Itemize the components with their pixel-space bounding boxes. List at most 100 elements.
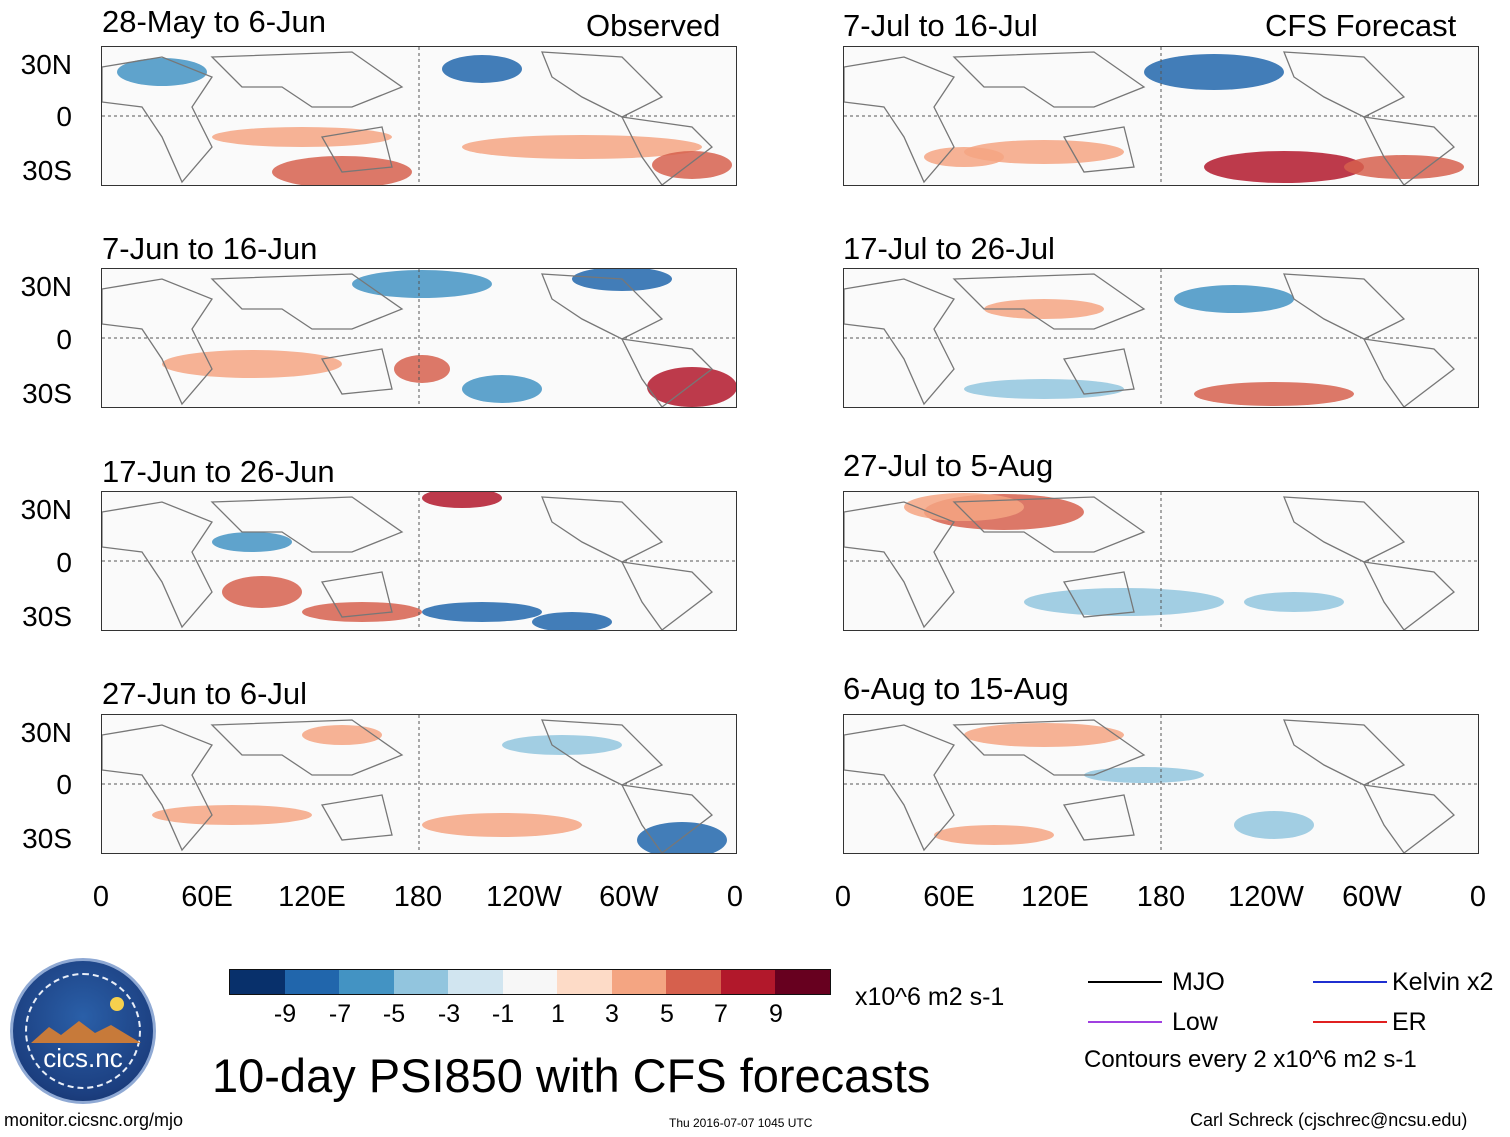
continent-outline [1362, 338, 1455, 407]
lat-label: 30N [20, 717, 72, 748]
map-panel-7 [843, 491, 1479, 631]
lon-label: 60W [599, 881, 659, 913]
anomaly-blob [647, 367, 736, 407]
colorbar-tick: 1 [551, 1000, 565, 1028]
anomaly-blob [1234, 811, 1314, 839]
footer-url: monitor.cicsnc.org/mjo [4, 1110, 184, 1130]
map-panel-1 [101, 46, 737, 186]
panel-title: 6-Aug to 15-Aug [843, 671, 1069, 706]
continent-outline [620, 561, 713, 630]
panel-title: 17-Jun to 26-Jun [102, 454, 335, 489]
continent-outline [952, 273, 1146, 330]
lon-label: 0 [92, 881, 110, 913]
lat-label: 30N [20, 494, 72, 525]
forecast-tag: CFS Forecast [1265, 8, 1457, 43]
colorbar-tick: 9 [769, 1000, 783, 1028]
continent-outline [210, 51, 404, 108]
anomaly-blob [1174, 285, 1294, 313]
anomaly-blob [1204, 151, 1364, 183]
continent-outline [1362, 561, 1455, 630]
anomaly-blob [934, 825, 1054, 845]
continent-outline [541, 496, 664, 563]
continent-outline [844, 278, 955, 406]
panel-title: 7-Jun to 16-Jun [102, 231, 318, 266]
colorbar-tick: 5 [660, 1000, 674, 1028]
continent-outline [210, 273, 404, 330]
anomaly-blob [1344, 155, 1464, 179]
continent-outline [1283, 719, 1406, 786]
continent-outline [320, 571, 393, 618]
legend-label-kelvin: Kelvin x2 [1392, 968, 1494, 996]
anomaly-blob [352, 270, 492, 298]
lat-label: 30N [20, 49, 72, 80]
colorbar-tick: -1 [491, 1000, 515, 1028]
lon-label: 120W [486, 881, 562, 913]
anomaly-blob [152, 805, 312, 825]
anomaly-blob [422, 813, 582, 837]
logo-text: cics.nc [43, 1043, 123, 1073]
lat-label: 0 [56, 101, 72, 132]
anomaly-blob [964, 140, 1124, 164]
continent-outline [102, 56, 213, 184]
continent-outline [320, 794, 393, 841]
anomaly-blob [422, 492, 502, 508]
colorbar-cell [230, 970, 285, 994]
anomaly-blob [1144, 54, 1284, 90]
continent-outline [844, 56, 955, 184]
colorbar-cell [502, 970, 557, 994]
anomaly-blob [904, 493, 1024, 521]
anomaly-blob [532, 612, 612, 630]
map-panel-4 [101, 714, 737, 854]
continent-outline [1062, 126, 1135, 173]
anomaly-blob [1084, 767, 1204, 783]
anomaly-blob [964, 723, 1124, 747]
anomaly-blob [984, 299, 1104, 319]
footer-timestamp: Thu 2016-07-07 1045 UTC [669, 1116, 813, 1130]
colorbar-tick: 3 [605, 1000, 619, 1028]
colorbar-cell [775, 970, 830, 994]
lon-label: 120W [1228, 881, 1304, 913]
legend-label-er: ER [1392, 1008, 1427, 1036]
continent-outline [620, 338, 713, 407]
continent-outline [1283, 496, 1406, 563]
anomaly-field [102, 492, 736, 630]
anomaly-blob [442, 55, 522, 83]
anomaly-blob [272, 156, 412, 185]
legend-label-mjo: MJO [1172, 968, 1225, 996]
anomaly-blob [924, 147, 1004, 167]
anomaly-field [844, 715, 1478, 853]
continent-outline [102, 278, 213, 406]
cics-logo: cics.nc [10, 958, 156, 1104]
anomaly-blob [1194, 382, 1354, 406]
continent-outline [1062, 348, 1135, 395]
lon-label: 60E [923, 881, 975, 913]
anomaly-field [844, 269, 1478, 407]
units-label: x10^6 m2 s-1 [855, 983, 1005, 1011]
panel-title: 7-Jul to 16-Jul [843, 8, 1038, 43]
colorbar-cell [666, 970, 721, 994]
lon-label: 180 [1136, 881, 1186, 913]
continent-outline [620, 784, 713, 853]
colorbar-cell [720, 970, 775, 994]
continent-outline [1362, 784, 1455, 853]
lon-label: 120E [1021, 881, 1089, 913]
lat-label: 30S [22, 155, 72, 186]
anomaly-blob [502, 735, 622, 755]
legend-line-er [1313, 1021, 1387, 1023]
lon-label: 0 [726, 881, 744, 913]
colorbar-tick: -5 [382, 1000, 406, 1028]
continent-outline [1062, 571, 1135, 618]
colorbar-tick: -9 [273, 1000, 297, 1028]
colorbar [229, 969, 831, 995]
panel-title: 27-Jun to 6-Jul [102, 676, 308, 711]
continent-outline [210, 496, 404, 553]
colorbar-tick: -3 [437, 1000, 461, 1028]
lon-label: 60W [1342, 881, 1402, 913]
continent-outline [1362, 116, 1455, 185]
continent-outline [952, 719, 1146, 776]
anomaly-field [102, 715, 736, 853]
colorbar-cell [393, 970, 448, 994]
map-panel-3 [101, 491, 737, 631]
continent-outline [1283, 273, 1406, 340]
lon-label: 120E [278, 881, 346, 913]
